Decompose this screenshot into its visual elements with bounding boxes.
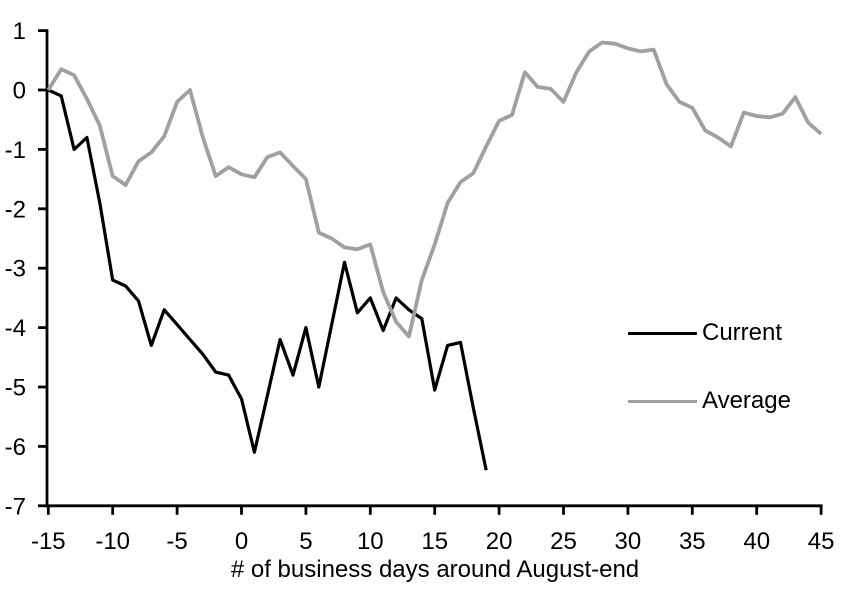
x-tick-label: -5 (166, 528, 187, 555)
x-tick-label: 30 (615, 528, 642, 555)
y-tick-label: 1 (13, 18, 26, 45)
average-line-swatch (628, 399, 697, 403)
x-axis-title: # of business days around August-end (230, 556, 640, 583)
x-tick-label: 5 (299, 528, 312, 555)
x-tick-label: 25 (550, 528, 577, 555)
legend-label-average: Average (702, 387, 791, 414)
y-tick-label: -4 (5, 315, 26, 342)
x-tick-label: 20 (486, 528, 513, 555)
legend-item-average: Average (628, 387, 791, 415)
y-tick-label: -5 (5, 375, 26, 402)
x-tick-label: 35 (679, 528, 706, 555)
legend-label-current: Current (702, 319, 783, 346)
x-tick-label: 15 (421, 528, 448, 555)
y-tick-label: -7 (5, 493, 26, 520)
y-tick-label: -3 (5, 256, 26, 283)
y-tick-label: 0 (13, 78, 26, 105)
current-line-swatch (628, 331, 697, 335)
x-tick-label: 45 (808, 528, 835, 555)
x-tick-label: 10 (357, 528, 384, 555)
legend: Current Average (628, 319, 791, 415)
x-tick-label: -15 (31, 528, 66, 555)
y-tick-label: -6 (5, 434, 26, 461)
y-tick-label: -2 (5, 196, 26, 223)
legend-item-current: Current (628, 319, 791, 347)
x-tick-label: -10 (95, 528, 130, 555)
x-tick-label: 0 (235, 528, 248, 555)
series-line-average (46, 40, 823, 339)
y-tick-label: -1 (5, 137, 26, 164)
x-tick-label: 40 (743, 528, 770, 555)
